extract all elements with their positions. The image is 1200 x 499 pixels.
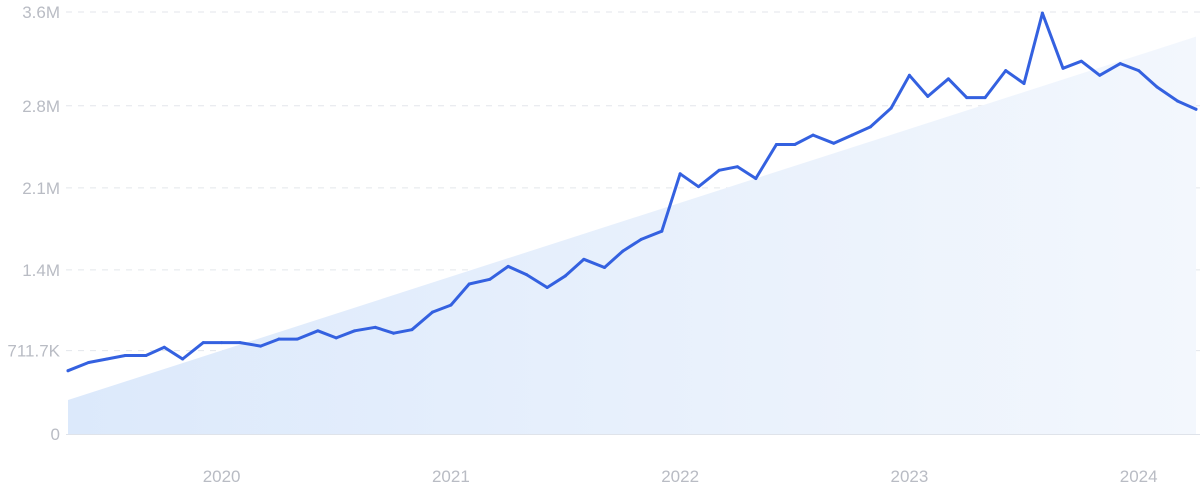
x-tick-label: 2020 [203,467,241,486]
x-tick-label: 2022 [661,467,699,486]
data-point [123,353,127,357]
data-point [201,341,205,345]
y-tick-label: 711.7K [7,342,60,361]
data-point [449,303,453,307]
data-point [926,94,930,98]
data-point [660,229,664,233]
data-point [1118,62,1122,66]
data-point [467,282,471,286]
data-point [181,357,185,361]
series-layer [66,11,1198,373]
data-point [392,331,396,335]
data-point [621,249,625,253]
data-point [965,96,969,100]
y-tick-label: 0 [51,425,60,444]
data-point [639,237,643,241]
data-point [316,329,320,333]
x-tick-label: 2024 [1120,467,1158,486]
data-point [907,73,911,77]
data-point [353,329,357,333]
data-point [832,141,836,145]
trend-area [68,36,1196,434]
data-point [410,328,414,332]
data-point [946,77,950,81]
data-point [259,344,263,348]
data-point [582,257,586,261]
data-point [545,285,549,289]
y-tick-label: 1.4M [22,261,60,280]
data-point [1022,82,1026,86]
data-point [334,336,338,340]
data-point [696,185,700,189]
data-point [868,125,872,129]
y-tick-label: 3.6M [22,3,60,22]
data-point [144,353,148,357]
data-point [488,277,492,281]
y-tick-label: 2.8M [22,97,60,116]
data-point [678,172,682,176]
data-point [220,341,224,345]
data-point [983,96,987,100]
data-point [1155,85,1159,89]
data-point [1079,59,1083,63]
data-point [774,142,778,146]
data-point [1004,69,1008,73]
data-point [105,357,109,361]
data-point [754,176,758,180]
y-tick-label: 2.1M [22,179,60,198]
data-point [506,264,510,268]
data-point [735,165,739,169]
data-point [1137,69,1141,73]
series-line [66,11,1198,373]
data-point [1040,11,1044,15]
data-point [238,341,242,345]
x-tick-label: 2021 [432,467,470,486]
data-point [162,345,166,349]
data-point [1176,99,1180,103]
data-point [525,273,529,277]
data-point [850,133,854,137]
data-point [1098,73,1102,77]
data-point [431,310,435,314]
data-point [295,337,299,341]
data-point [1061,66,1065,70]
data-point [87,360,91,364]
y-axis-ticks: 0 711.7K 1.4M 2.1M 2.8M 3.6M [7,3,60,444]
data-point [889,106,893,110]
x-tick-label: 2023 [891,467,929,486]
data-point [373,325,377,329]
data-point [564,274,568,278]
data-point [793,142,797,146]
data-point [717,168,721,172]
data-point [1194,107,1198,111]
x-axis-ticks: 2020 2021 2022 2023 2024 [203,467,1158,486]
data-point [277,337,281,341]
data-point [811,133,815,137]
data-point [602,266,606,270]
data-point [66,369,70,373]
